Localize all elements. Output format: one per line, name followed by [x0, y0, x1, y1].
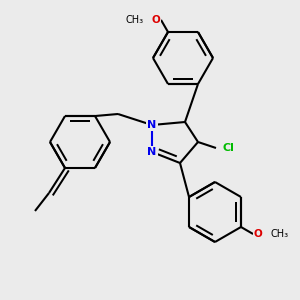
Text: CH₃: CH₃	[270, 229, 288, 239]
Text: N: N	[147, 147, 157, 157]
Text: Cl: Cl	[222, 143, 234, 153]
Text: O: O	[152, 15, 160, 25]
Text: O: O	[254, 229, 262, 239]
Text: N: N	[147, 120, 157, 130]
Text: CH₃: CH₃	[126, 15, 144, 25]
